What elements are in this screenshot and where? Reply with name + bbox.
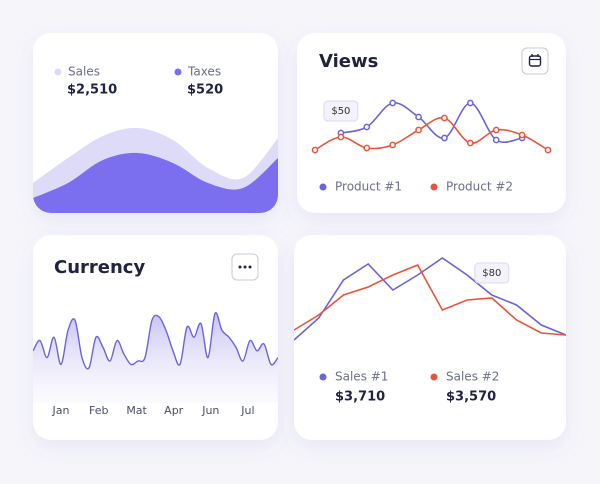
x-tick-label: Jan	[52, 404, 70, 417]
point	[363, 123, 371, 131]
tooltip-text: $50	[331, 106, 350, 117]
legend-label: Sales #1	[335, 370, 388, 384]
point	[415, 113, 422, 121]
point	[415, 126, 422, 134]
x-tick-label: Mat	[126, 404, 147, 417]
line	[33, 311, 278, 370]
tooltip-text: $80	[482, 268, 501, 279]
legend-dot	[54, 68, 62, 76]
plot	[33, 311, 278, 403]
calendar-button[interactable]	[521, 47, 549, 75]
x-tick-label: Apr	[164, 404, 184, 417]
card-title: Views	[319, 51, 378, 72]
point	[466, 139, 474, 147]
point	[492, 136, 500, 144]
x-tick-label: Jul	[240, 404, 254, 417]
card-title: Currency	[54, 257, 145, 278]
point	[389, 99, 397, 107]
card	[294, 235, 566, 440]
tooltip	[474, 262, 510, 284]
x-tick-label: Jun	[201, 404, 219, 417]
legend-dot	[319, 373, 327, 381]
point	[311, 146, 319, 154]
plot	[311, 99, 552, 154]
legend-label: Taxes	[187, 65, 221, 79]
point	[441, 134, 448, 142]
legend-dot	[430, 183, 438, 191]
legend-label: Sales #2	[446, 370, 499, 384]
point	[337, 133, 345, 141]
line	[314, 116, 549, 151]
point	[389, 141, 397, 149]
card	[297, 33, 566, 213]
legend-dot	[430, 373, 438, 381]
point	[363, 144, 371, 152]
area	[33, 152, 278, 213]
legend-label: Product #1	[335, 180, 402, 194]
point	[441, 114, 448, 122]
line	[294, 263, 566, 336]
more-button[interactable]	[231, 253, 259, 281]
legend-total: $3,710	[335, 390, 385, 405]
plot	[33, 127, 278, 213]
point	[492, 126, 500, 134]
tooltip	[323, 100, 359, 122]
legend-label: Sales	[68, 65, 100, 79]
legend-total: $3,570	[446, 390, 496, 405]
legend-total: $2,510	[67, 83, 117, 98]
legend-total: $520	[187, 83, 223, 98]
plot	[294, 257, 566, 341]
point	[466, 99, 474, 107]
point	[544, 146, 552, 154]
point	[518, 131, 526, 139]
legend-dot	[174, 68, 182, 76]
area	[33, 312, 278, 403]
legend-dot	[319, 183, 327, 191]
legend-label: Product #2	[446, 180, 513, 194]
line	[294, 257, 566, 341]
x-tick-label: Feb	[89, 404, 108, 417]
